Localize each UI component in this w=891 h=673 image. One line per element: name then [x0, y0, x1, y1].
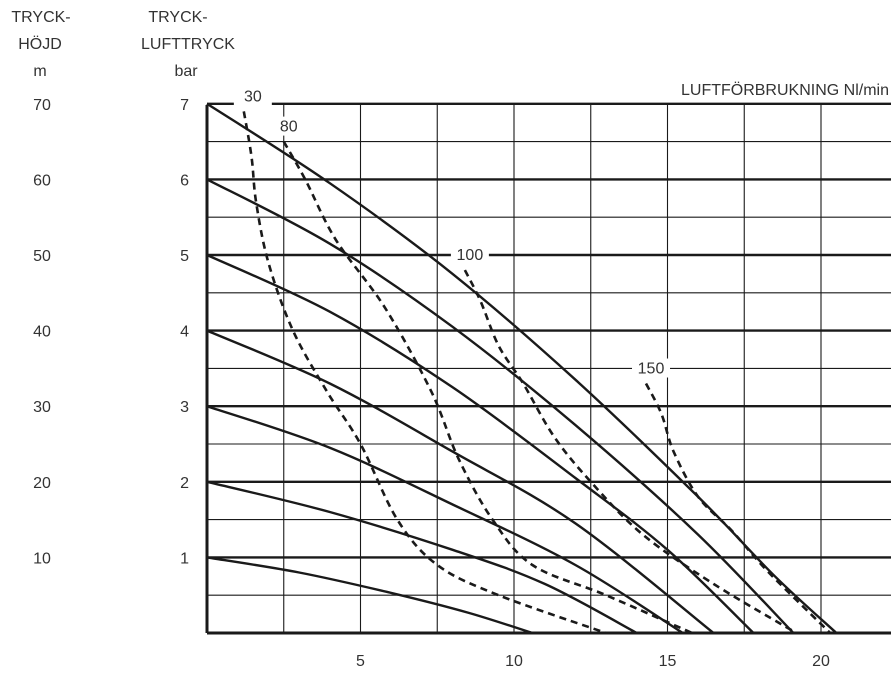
- pressure-axis-head-1: TRYCK-: [148, 9, 207, 26]
- consumption-label-background: [233, 86, 272, 106]
- consumption-curve-100: [463, 269, 798, 635]
- consumption-label-background: [632, 358, 671, 378]
- consumption-curve-80: [282, 140, 693, 635]
- bar-tick-label: 7: [180, 97, 189, 114]
- bar-tick-label: 5: [180, 248, 189, 265]
- height-axis-unit: m: [33, 63, 46, 80]
- bar-tick-label: 6: [180, 172, 189, 189]
- pressure-curve-1-bar: [206, 556, 533, 635]
- height-axis-head-1: TRYCK-: [11, 9, 70, 26]
- consumption-label-30: 30: [244, 88, 262, 105]
- pressure-curve-6-bar: [206, 178, 795, 634]
- height-tick-label: 10: [33, 550, 51, 567]
- pressure-axis-unit: bar: [174, 63, 198, 80]
- consumption-label-background: [450, 245, 489, 265]
- bar-tick-label: 2: [180, 475, 189, 492]
- height-tick-label: 20: [33, 475, 51, 492]
- consumption-curve-150: [644, 382, 832, 634]
- consumption-label-80: 80: [280, 119, 298, 136]
- pressure-curve-7-bar: [206, 102, 838, 634]
- bar-tick-label: 4: [180, 324, 189, 341]
- height-tick-label: 40: [33, 324, 51, 341]
- consumption-curves: [242, 111, 832, 635]
- x-tick-label: 20: [812, 653, 830, 670]
- consumption-label-150: 150: [638, 361, 665, 378]
- consumption-title: LUFTFÖRBRUKNING Nl/min: [681, 81, 889, 99]
- consumption-label-100: 100: [457, 247, 484, 264]
- consumption-labels: 30 80 100 150: [233, 86, 671, 378]
- grid: [207, 102, 891, 633]
- consumption-label-background: [269, 116, 308, 136]
- x-tick-label: 10: [505, 653, 523, 670]
- pressure-axis-head-2: LUFTTRYCK: [141, 36, 235, 53]
- pressure-curve-4-bar: [206, 329, 715, 634]
- height-tick-label: 70: [33, 97, 51, 114]
- height-tick-label: 30: [33, 399, 51, 416]
- consumption-curve-30: [242, 111, 607, 635]
- x-tick-label: 5: [356, 653, 365, 670]
- bar-tick-label: 1: [180, 550, 189, 567]
- tick-labels: 5 10 15 20 1 2 3 4 5 6 7 10 20 30 40 50 60 70: [33, 97, 830, 670]
- height-tick-label: 60: [33, 172, 51, 189]
- pressure-curves: [206, 102, 838, 635]
- pressure-curve-3-bar: [206, 405, 684, 635]
- x-tick-label: 15: [659, 653, 677, 670]
- bar-tick-label: 3: [180, 399, 189, 416]
- height-axis-head-2: HÖJD: [18, 35, 62, 53]
- pressure-curve-2-bar: [206, 480, 638, 635]
- pressure-curve-5-bar: [206, 253, 755, 634]
- height-tick-label: 50: [33, 248, 51, 265]
